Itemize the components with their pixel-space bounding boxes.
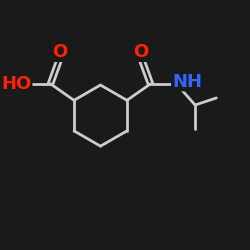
Text: NH: NH xyxy=(172,72,202,90)
Text: HO: HO xyxy=(1,75,32,93)
Text: O: O xyxy=(52,43,68,61)
Text: O: O xyxy=(134,43,149,61)
